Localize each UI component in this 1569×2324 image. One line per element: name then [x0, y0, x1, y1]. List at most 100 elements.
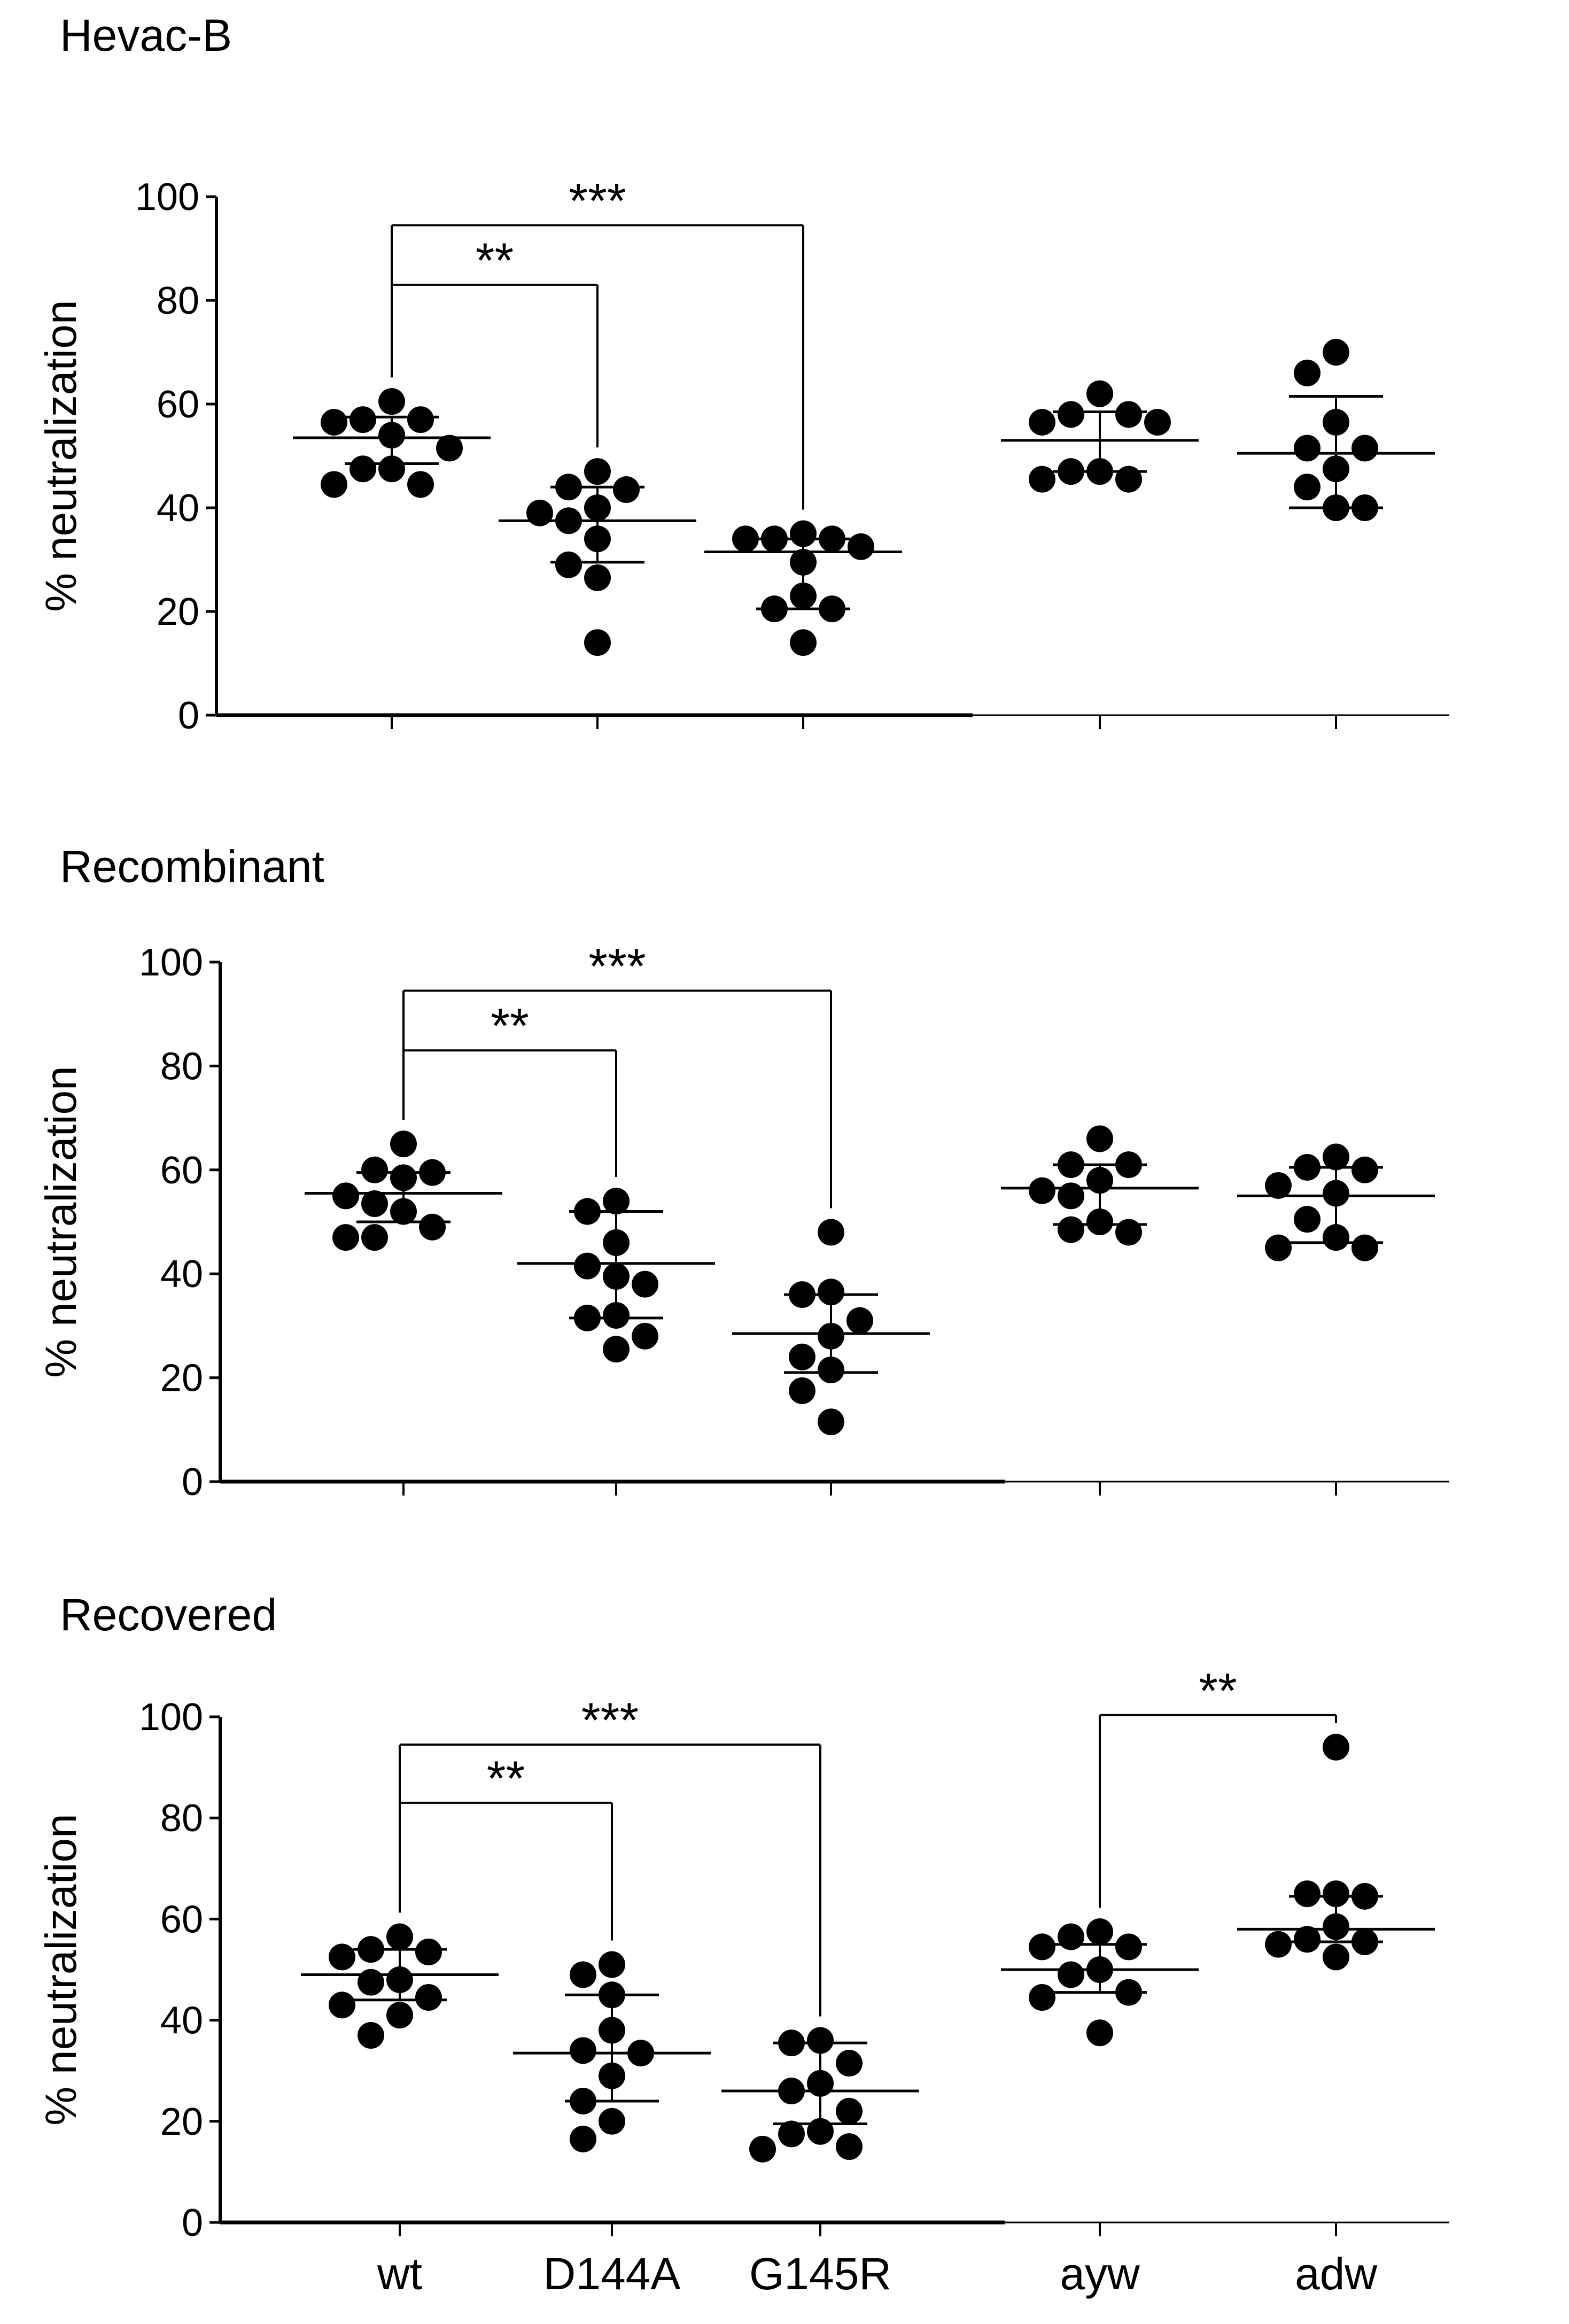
data-point: [1058, 401, 1084, 428]
data-point: [378, 455, 405, 483]
data-point: [321, 471, 347, 498]
panel-title: Hevac-B: [60, 10, 232, 60]
group-adw: [1237, 1143, 1435, 1261]
data-point: [1265, 1234, 1292, 1261]
data-point: [1058, 1182, 1084, 1210]
data-point: [570, 2037, 596, 2064]
data-point: [603, 1336, 630, 1363]
data-point: [807, 2027, 834, 2054]
significance-bracket: ***: [391, 174, 804, 510]
significance-bracket: **: [1099, 1664, 1337, 1908]
group-D144A: [513, 1951, 711, 2152]
significance-bracket: **: [402, 999, 617, 1178]
data-point: [1058, 1923, 1084, 1950]
data-point: [349, 406, 376, 433]
data-point: [848, 533, 874, 560]
data-point: [1115, 401, 1142, 428]
group-wt: [305, 1130, 502, 1251]
data-point: [361, 1190, 388, 1217]
data-point: [419, 1213, 446, 1241]
data-point: [1144, 408, 1171, 436]
significance-label: ***: [581, 1693, 639, 1748]
y-axis-label: % neutralization: [37, 1814, 86, 2125]
data-point: [378, 388, 405, 415]
data-point: [1323, 1880, 1349, 1908]
data-point: [1323, 1143, 1349, 1171]
data-point: [1086, 380, 1113, 407]
y-tick-label: 0: [182, 1461, 203, 1504]
data-point: [632, 1322, 658, 1350]
panel-2: Recombinant 0 20 40 60 80 100 % neutralization *…: [37, 841, 1449, 1504]
data-point: [749, 2135, 776, 2163]
y-tick-label: 0: [178, 694, 199, 737]
data-point: [599, 1951, 625, 1978]
data-point: [1351, 1234, 1378, 1261]
data-point: [415, 1938, 442, 1965]
significance-label: ***: [569, 174, 626, 228]
data-point: [818, 1408, 844, 1436]
x-tick-label: adw: [1295, 2249, 1377, 2299]
significance-label: **: [491, 999, 529, 1053]
data-point: [570, 2125, 596, 2152]
data-point: [1115, 1219, 1142, 1246]
data-point: [836, 2133, 863, 2160]
data-point: [584, 564, 611, 591]
data-point: [321, 408, 347, 436]
data-point: [332, 1182, 359, 1210]
data-point: [1029, 1933, 1055, 1961]
data-point: [1294, 435, 1321, 462]
data-point: [1058, 1961, 1084, 1988]
x-tick-label: D144A: [543, 2249, 681, 2299]
significance-label: ***: [588, 939, 646, 994]
data-point: [584, 458, 611, 485]
data-point: [789, 1377, 815, 1404]
y-tick-label: 100: [135, 176, 199, 219]
data-point: [349, 455, 376, 483]
group-ayw: [1001, 1125, 1199, 1246]
significance-label: **: [476, 234, 514, 288]
data-point: [818, 1279, 844, 1306]
y-tick-label: 20: [160, 1357, 203, 1400]
x-tick-label: ayw: [1060, 2249, 1140, 2299]
data-point: [407, 471, 434, 498]
data-point: [790, 629, 817, 656]
data-point: [1029, 408, 1055, 436]
data-point: [790, 520, 817, 547]
data-point: [1294, 359, 1321, 386]
group-ayw: [1001, 1918, 1199, 2047]
data-point: [1086, 1125, 1113, 1152]
data-point: [1323, 339, 1349, 366]
data-point: [1351, 1156, 1378, 1183]
data-point: [1029, 466, 1055, 493]
data-point: [329, 1992, 355, 2019]
group-adw: [1237, 1733, 1435, 1971]
data-point: [1294, 1206, 1321, 1233]
panel-3: Recovered 0 20 40 60 80 100 % neutralization wt D…: [37, 1590, 1449, 2299]
data-point: [1265, 1931, 1292, 1958]
data-point: [1294, 1880, 1321, 1908]
data-point: [361, 1156, 388, 1183]
y-tick-label: 100: [139, 941, 203, 984]
group-ayw: [1001, 380, 1199, 493]
y-tick-label: 60: [160, 1898, 203, 1941]
significance-bracket: **: [399, 1752, 613, 1941]
significance-bracket: ***: [402, 939, 832, 1209]
data-point: [436, 435, 463, 462]
data-point: [584, 629, 611, 656]
data-point: [526, 499, 553, 526]
data-point: [1029, 1177, 1055, 1204]
y-tick-label: 80: [157, 280, 199, 322]
y-tick-label: 40: [157, 487, 199, 530]
data-point: [1265, 1172, 1292, 1199]
group-G145R: [704, 520, 902, 656]
y-tick-label: 40: [160, 1253, 203, 1296]
data-point: [836, 2050, 863, 2077]
data-point: [390, 1130, 417, 1158]
significance-label: **: [487, 1752, 525, 1806]
data-point: [1323, 1733, 1349, 1761]
data-point: [613, 476, 640, 503]
x-tick-label: wt: [377, 2249, 422, 2299]
